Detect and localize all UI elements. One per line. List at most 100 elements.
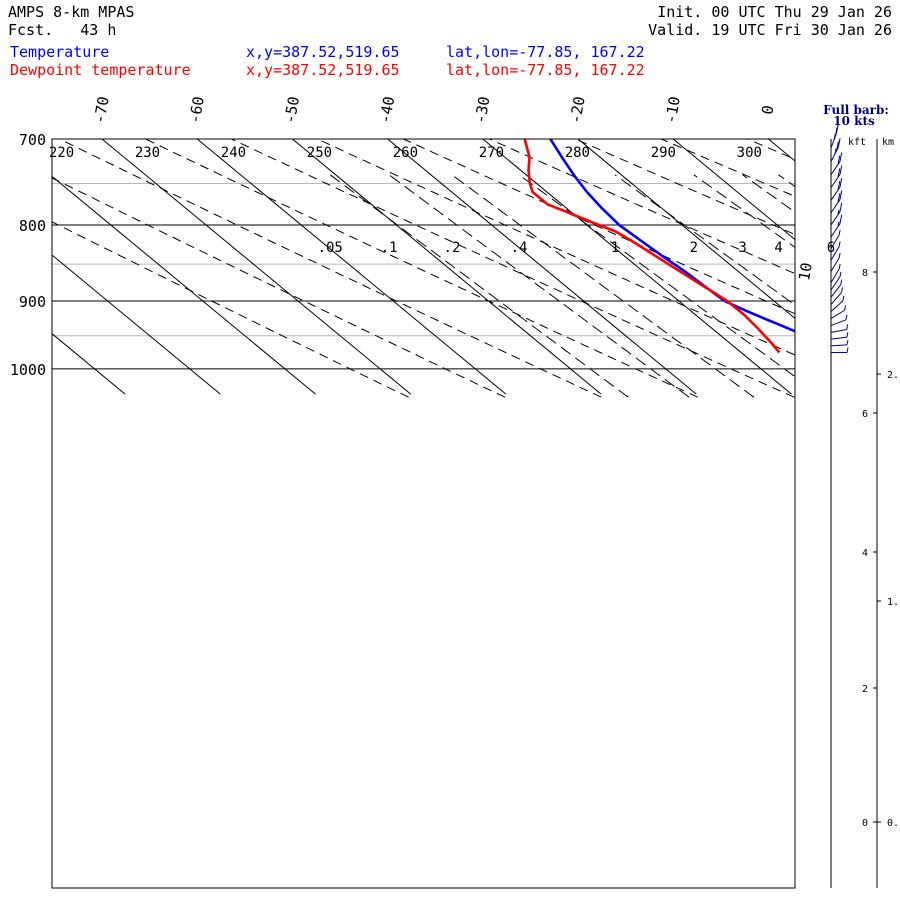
barb-shaft xyxy=(830,344,848,347)
temperature-tick-label: -40 xyxy=(376,95,398,125)
mixing-ratio-line xyxy=(518,174,795,378)
mixing-ratio-label: 3 xyxy=(738,240,746,256)
dry-adiabat xyxy=(660,139,795,197)
barb-half xyxy=(845,314,848,320)
model-title: AMPS 8-km MPAS xyxy=(8,3,135,21)
barb-full xyxy=(834,127,838,137)
barb-half xyxy=(838,241,841,247)
height-axis-km-label: km xyxy=(882,137,894,148)
wind-barb xyxy=(830,287,843,305)
wind-barb xyxy=(830,124,839,149)
dry-adiabat xyxy=(402,139,795,315)
wind-barb xyxy=(830,305,847,320)
profile-temperature xyxy=(549,139,795,333)
barb-half xyxy=(834,148,837,154)
isotherm xyxy=(52,254,221,395)
barb-half xyxy=(842,295,845,302)
barb-full xyxy=(839,178,843,188)
barb-full xyxy=(839,202,843,212)
barb-half xyxy=(837,209,840,215)
mixing-ratio-line xyxy=(329,174,629,398)
wind-barb xyxy=(830,295,845,312)
mixing-ratio-label: 2 xyxy=(690,240,698,256)
wind-barb xyxy=(830,152,843,176)
wind-barb xyxy=(830,202,843,226)
dry-adiabat xyxy=(144,139,699,398)
forecast-hour: Fcst. 43 h xyxy=(8,21,117,39)
mixing-ratio-label: .4 xyxy=(511,240,528,256)
plot-frame xyxy=(51,138,796,889)
wind-barb xyxy=(830,263,841,284)
pressure-tick-label: 900 xyxy=(19,293,46,311)
profile-dewpoint xyxy=(523,139,781,354)
mixing-ratio-line xyxy=(693,174,795,248)
barb-half xyxy=(839,271,842,277)
theta-label: 270 xyxy=(479,145,504,161)
barb-half xyxy=(833,134,836,140)
wind-barb xyxy=(830,229,841,250)
wind-barb xyxy=(830,214,843,238)
isotherm xyxy=(52,333,126,395)
isotherm xyxy=(101,139,412,395)
barb-shaft xyxy=(830,234,840,250)
temperature-tick-label: 0 xyxy=(758,104,777,116)
wind-barb xyxy=(831,347,849,354)
wind-barb xyxy=(830,190,843,214)
wind-barb xyxy=(830,138,841,162)
height-axis-kft-label: kft xyxy=(848,137,866,148)
km-tick-label: 0. xyxy=(887,818,899,829)
barb-shaft xyxy=(830,328,847,333)
dry-adiabat xyxy=(52,177,506,398)
pressure-tick-label: 800 xyxy=(19,217,46,235)
barb-shaft xyxy=(830,257,840,272)
isotherm xyxy=(672,139,795,241)
theta-label: 220 xyxy=(49,145,74,161)
legend-temperature-name: Temperature xyxy=(10,43,110,61)
isotherm xyxy=(482,139,792,395)
barb-full xyxy=(837,168,841,178)
temperature-tick-label: -60 xyxy=(185,95,207,125)
wind-barb xyxy=(830,314,848,327)
theta-label: 240 xyxy=(221,145,246,161)
pressure-tick-label: 700 xyxy=(19,131,46,149)
mixing-ratio-line xyxy=(831,175,900,397)
wind-barb xyxy=(830,178,843,201)
barb-full xyxy=(837,138,841,148)
wind-barb xyxy=(830,165,843,189)
init-time: Init. 00 UTC Thu 29 Jan 26 xyxy=(657,3,892,21)
theta-label: 250 xyxy=(307,145,332,161)
wind-barb xyxy=(830,324,849,333)
barb-full xyxy=(836,141,839,151)
barb-shaft xyxy=(830,300,844,312)
barb-full xyxy=(835,124,839,134)
barb-half xyxy=(846,332,849,338)
barb-shaft xyxy=(830,309,845,320)
theta-label: 260 xyxy=(393,145,418,161)
barb-full xyxy=(837,155,841,165)
isotherm xyxy=(864,139,900,394)
legend-dewpoint-xy: x,y=387.52,519.65 xyxy=(246,61,400,79)
temperature-tick-label: -30 xyxy=(471,95,493,125)
legend-dewpoint-name: Dewpoint temperature xyxy=(10,61,191,79)
dry-adiabat xyxy=(574,139,795,236)
mixing-ratio-label: 4 xyxy=(774,240,782,256)
valid-time: Valid. 19 UTC Fri 30 Jan 26 xyxy=(648,21,892,39)
km-tick-label: 1. xyxy=(887,597,899,608)
mixing-ratio-label: 1 xyxy=(611,240,619,256)
legend-dewpoint-latlon: lat,lon=-77.85, 167.22 xyxy=(446,61,645,79)
isotherm xyxy=(292,139,602,395)
isotherm xyxy=(387,139,697,395)
barb-half xyxy=(838,252,841,258)
mixing-ratio-line xyxy=(451,174,755,398)
mixing-ratio-label: .1 xyxy=(381,240,398,256)
barb-shaft xyxy=(830,246,840,261)
theta-label: 230 xyxy=(135,145,160,161)
theta-label: 300 xyxy=(737,145,762,161)
wind-barb xyxy=(830,241,841,261)
barb-shaft xyxy=(830,284,842,298)
wind-barb xyxy=(830,279,843,298)
temperature-tick-label: 10 xyxy=(795,261,816,282)
dry-adiabat xyxy=(58,139,602,398)
barb-shaft xyxy=(830,292,842,305)
